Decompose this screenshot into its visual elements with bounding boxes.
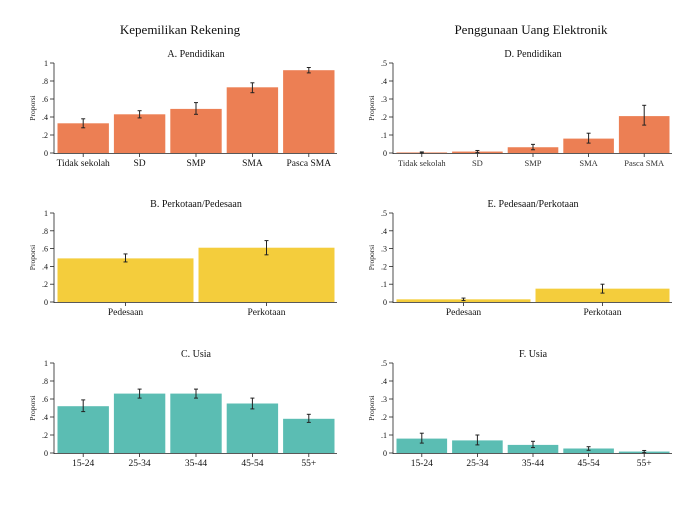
y-tick-label: 0	[44, 149, 48, 158]
y-tick-label: .4	[381, 227, 387, 236]
y-tick-label: .1	[381, 280, 387, 289]
x-tick-label: SD	[472, 158, 483, 168]
bar-25-34	[452, 440, 503, 453]
y-tick-label: 0	[44, 449, 48, 458]
bar-35-44	[170, 393, 222, 453]
x-tick-label: 25-34	[129, 459, 151, 469]
bar-perkotaan	[198, 247, 335, 302]
x-tick-label: Pedesaan	[446, 308, 482, 318]
bar-pedesaan	[57, 258, 194, 302]
bar-25-34	[113, 393, 166, 453]
x-tick-label: Pasca SMA	[286, 159, 331, 169]
y-tick-label: .2	[42, 431, 48, 440]
y-tick-label: .3	[381, 245, 387, 254]
chart-panel-f: F. Usia Proporsi 0 .1 .2 .3 .4 .5 15-24 25-34 35-4…	[367, 349, 672, 469]
bar-55-	[283, 418, 335, 453]
y-tick-label: .2	[42, 280, 48, 289]
y-tick-label: .4	[42, 262, 48, 271]
x-tick-label: Perkotaan	[584, 308, 622, 318]
column-title-right: Penggunaan Uang Elektronik	[454, 22, 608, 37]
bar-sd	[113, 114, 166, 153]
panel-title: A. Pendidikan	[167, 49, 224, 60]
y-tick-label: 0	[383, 149, 387, 158]
y-tick-label: .5	[381, 359, 387, 368]
x-tick-label: 45-54	[578, 459, 600, 469]
panel-title: B. Perkotaan/Pedesaan	[150, 199, 242, 210]
x-tick-label: Tidak sekolah	[57, 159, 110, 169]
y-tick-label: .6	[42, 245, 48, 254]
y-axis-label: Proporsi	[28, 245, 37, 270]
chart-panel-b: B. Perkotaan/Pedesaan Proporsi 0 .2 .4 .6 .8 1 P…	[28, 199, 337, 318]
y-axis-label: Proporsi	[367, 95, 376, 120]
y-tick-label: .2	[42, 131, 48, 140]
x-tick-label: 35-44	[185, 459, 207, 469]
y-tick-label: .8	[42, 377, 48, 386]
bar-pasca-sma	[283, 70, 335, 153]
y-tick-label: .5	[381, 209, 387, 218]
x-tick-label: Pedesaan	[108, 308, 144, 318]
y-tick-label: .6	[42, 395, 48, 404]
chart-panels: A. Pendidikan Proporsi 0 .2 .4 .6 .8 1 Tidak sek…	[28, 49, 672, 469]
y-tick-label: 1	[44, 209, 48, 218]
bar-35-44	[507, 444, 559, 453]
x-tick-label: 35-44	[522, 459, 544, 469]
y-axis-label: Proporsi	[28, 395, 37, 420]
panel-title: C. Usia	[181, 349, 212, 360]
y-tick-label: 0	[383, 298, 387, 307]
y-tick-label: .1	[381, 131, 387, 140]
y-tick-label: 0	[44, 298, 48, 307]
chart-panel-e: E. Pedesaan/Perkotaan Proporsi 0 .1 .2 .3 .4 .5…	[367, 199, 672, 318]
y-tick-label: .4	[381, 77, 387, 86]
x-tick-label: 55+	[301, 459, 316, 469]
x-tick-label: SMP	[186, 159, 205, 169]
x-tick-label: 25-34	[466, 459, 488, 469]
y-axis-label: Proporsi	[28, 95, 37, 120]
y-axis-label: Proporsi	[367, 245, 376, 270]
y-tick-label: .3	[381, 95, 387, 104]
y-tick-label: .4	[42, 113, 48, 122]
panel-title: D. Pendidikan	[504, 49, 561, 60]
panel-title: E. Pedesaan/Perkotaan	[487, 199, 578, 210]
chart-panel-d: D. Pendidikan Proporsi 0 .1 .2 .3 .4 .5 Tidak se…	[367, 49, 672, 168]
chart-panel-a: A. Pendidikan Proporsi 0 .2 .4 .6 .8 1 Tidak sek…	[28, 49, 337, 169]
x-tick-label: 15-24	[72, 459, 94, 469]
bar-15-24	[57, 406, 109, 453]
y-tick-label: 1	[44, 359, 48, 368]
y-tick-label: .8	[42, 77, 48, 86]
bar-sma	[563, 138, 614, 153]
y-tick-label: .8	[42, 227, 48, 236]
bar-sma	[226, 87, 279, 153]
x-tick-label: SMA	[242, 159, 263, 169]
y-tick-label: .5	[381, 59, 387, 68]
bar-15-24	[396, 438, 448, 453]
y-tick-label: .2	[381, 113, 387, 122]
y-tick-label: 1	[44, 59, 48, 68]
y-tick-label: .6	[42, 95, 48, 104]
x-tick-label: Tidak sekolah	[398, 158, 446, 168]
bar-smp	[170, 108, 222, 153]
y-axis-label: Proporsi	[367, 395, 376, 420]
y-tick-label: .3	[381, 395, 387, 404]
chart-panel-c: C. Usia Proporsi 0 .2 .4 .6 .8 1 15-24 25-34 35-44…	[28, 349, 337, 469]
x-tick-label: 45-54	[241, 459, 263, 469]
column-title-left: Kepemilikan Rekening	[120, 22, 241, 37]
y-tick-label: .4	[381, 377, 387, 386]
y-tick-label: .1	[381, 431, 387, 440]
x-tick-label: SMP	[524, 158, 541, 168]
x-tick-label: Perkotaan	[248, 308, 286, 318]
x-tick-label: SMA	[579, 158, 598, 168]
bar-45-54	[226, 403, 279, 453]
x-tick-label: Pasca SMA	[624, 158, 665, 168]
y-tick-label: .2	[381, 262, 387, 271]
y-tick-label: .2	[381, 413, 387, 422]
bar-perkotaan	[535, 288, 670, 302]
panel-title: F. Usia	[519, 349, 548, 360]
x-tick-label: SD	[134, 159, 146, 169]
x-tick-label: 55+	[637, 459, 652, 469]
y-tick-label: .4	[42, 413, 48, 422]
y-tick-label: 0	[383, 449, 387, 458]
x-tick-label: 15-24	[411, 459, 433, 469]
